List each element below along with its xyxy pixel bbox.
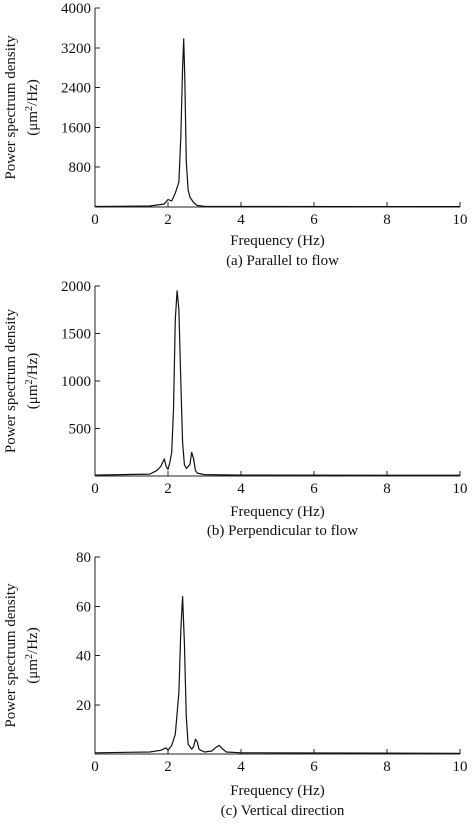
- x-tick-label: 8: [383, 212, 391, 228]
- x-tick-label: 0: [91, 481, 99, 497]
- y-tick-label: 3200: [61, 41, 91, 57]
- y-unit-suffix: /Hz): [25, 627, 41, 654]
- y-tick-label: 60: [76, 599, 91, 615]
- y-tick-label: 1500: [61, 327, 91, 343]
- y-tick-label: 500: [69, 422, 92, 438]
- y-tick-label: 40: [76, 649, 91, 665]
- x-tick-label: 8: [383, 481, 391, 497]
- panel-caption: (b) Perpendicular to flow: [207, 523, 358, 539]
- psd-series-line: [94, 290, 461, 476]
- y-tick-label: 20: [76, 698, 91, 714]
- x-axis-title: Frequency (Hz): [230, 504, 325, 520]
- panel-caption: (c) Vertical direction: [221, 803, 345, 819]
- chart-panel-1: 0 2 4 6 8 10 800 1600 2400 3200 4000 Frequency (Hz)…: [3, 1, 468, 269]
- y-tick-label: 2400: [61, 81, 91, 97]
- y-axis-title-line2: (μm2/Hz): [24, 627, 42, 683]
- x-axis-title: Frequency (Hz): [230, 783, 325, 799]
- x-axis-title: Frequency (Hz): [230, 233, 325, 249]
- x-tick-label: 6: [310, 759, 318, 775]
- x-tick-label: 10: [453, 481, 468, 497]
- x-tick-label: 2: [164, 212, 172, 228]
- y-axis-title-line1: Power spectrum density: [3, 35, 19, 180]
- x-tick-label: 6: [310, 212, 318, 228]
- y-axis-title-line1: Power spectrum density: [3, 583, 19, 728]
- x-tick-label: 10: [453, 759, 468, 775]
- x-tick-label: 2: [164, 481, 172, 497]
- chart-panel-2: 0 2 4 6 8 10 500 1000 1500 2000 Frequency (Hz) (b) …: [3, 279, 468, 539]
- y-axis-title-line2: (μm2/Hz): [24, 353, 42, 409]
- psd-series-line: [94, 595, 461, 754]
- chart-panel-3: 0 2 4 6 8 10 20 40 60 80 Frequency (Hz) (c) Vertica…: [3, 550, 468, 819]
- y-tick-label: 1000: [61, 374, 91, 390]
- y-unit-superscript: 2: [24, 654, 35, 659]
- x-tick-label: 4: [237, 481, 245, 497]
- y-tick-label: 800: [69, 160, 92, 176]
- y-tick-label: 2000: [61, 279, 91, 295]
- y-tick-label: 4000: [61, 1, 91, 17]
- y-unit-superscript: 2: [24, 106, 35, 111]
- psd-series-line: [94, 38, 461, 208]
- y-unit-prefix: (μm: [25, 384, 41, 409]
- x-tick-label: 8: [383, 759, 391, 775]
- y-tick-label: 80: [76, 550, 91, 566]
- y-unit-superscript: 2: [24, 379, 35, 384]
- y-axis-title-line1: Power spectrum density: [3, 308, 19, 453]
- x-tick-label: 0: [91, 759, 99, 775]
- y-tick-label: 1600: [61, 120, 91, 136]
- y-unit-prefix: (μm: [25, 111, 41, 136]
- x-tick-label: 4: [237, 759, 245, 775]
- x-tick-label: 10: [453, 212, 468, 228]
- y-unit-suffix: /Hz): [25, 353, 41, 380]
- panel-caption: (a) Parallel to flow: [226, 253, 339, 269]
- x-tick-label: 2: [164, 759, 172, 775]
- x-tick-label: 0: [91, 212, 99, 228]
- x-tick-label: 6: [310, 481, 318, 497]
- y-axis-title-line2: (μm2/Hz): [24, 79, 42, 135]
- y-unit-suffix: /Hz): [25, 79, 41, 106]
- x-tick-label: 4: [237, 212, 245, 228]
- y-unit-prefix: (μm: [25, 659, 41, 684]
